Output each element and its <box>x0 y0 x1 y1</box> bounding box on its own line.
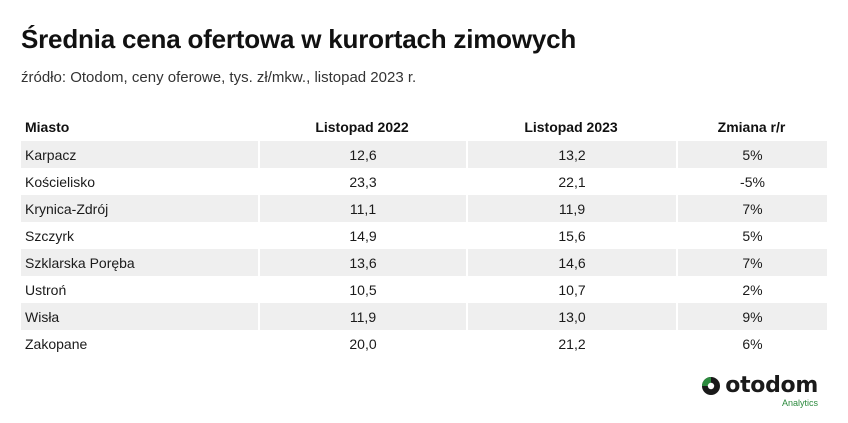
cell-2023: 22,1 <box>466 168 676 195</box>
cell-2022: 10,5 <box>258 276 466 303</box>
table-row: Krynica-Zdrój 11,1 11,9 7% <box>21 195 827 222</box>
cell-2023: 21,2 <box>466 330 676 357</box>
table-row: Zakopane 20,0 21,2 6% <box>21 330 827 357</box>
cell-change: 9% <box>676 303 827 330</box>
header-2023: Listopad 2023 <box>524 119 618 135</box>
header-city: Miasto <box>25 119 70 135</box>
cell-2022: 11,1 <box>258 195 466 222</box>
table-row: Ustroń 10,5 10,7 2% <box>21 276 827 303</box>
logo-wordmark: otodom <box>725 373 818 398</box>
cell-2022: 20,0 <box>258 330 466 357</box>
cell-2023: 15,6 <box>466 222 676 249</box>
otodom-logo: otodom <box>701 374 818 398</box>
table-row: Kościelisko 23,3 22,1 -5% <box>21 168 827 195</box>
cell-2022: 11,9 <box>258 303 466 330</box>
table-row: Szklarska Poręba 13,6 14,6 7% <box>21 249 827 276</box>
cell-change: 2% <box>676 276 827 303</box>
table-body: Karpacz 12,6 13,2 5% Kościelisko 23,3 22,1 -5% K… <box>21 141 827 357</box>
cell-change: 7% <box>676 195 827 222</box>
chart-title: Średnia cena ofertowa w kurortach zimowy… <box>21 24 577 54</box>
logo-subtitle: Analytics <box>781 398 818 408</box>
header-2022: Listopad 2022 <box>315 119 409 135</box>
table-row: Karpacz 12,6 13,2 5% <box>21 141 827 168</box>
cell-city: Zakopane <box>25 335 88 352</box>
cell-2022: 23,3 <box>258 168 466 195</box>
cell-2023: 11,9 <box>466 195 676 222</box>
otodom-logo-icon <box>702 377 721 395</box>
table-row: Wisła 11,9 13,0 9% <box>21 303 827 330</box>
cell-city: Szczyrk <box>25 227 74 244</box>
cell-change: 5% <box>676 141 827 168</box>
cell-2022: 12,6 <box>258 141 466 168</box>
cell-city: Ustroń <box>25 281 67 298</box>
table-row: Szczyrk 14,9 15,6 5% <box>21 222 827 249</box>
cell-city: Wisła <box>21 303 258 330</box>
cell-change: 7% <box>676 249 827 276</box>
cell-2022: 14,9 <box>258 222 466 249</box>
cell-2023: 10,7 <box>466 276 676 303</box>
cell-change: 6% <box>676 330 827 357</box>
cell-city: Karpacz <box>21 141 258 168</box>
price-table: Miasto Listopad 2022 Listopad 2023 Zmian… <box>21 113 827 357</box>
cell-city: Szklarska Poręba <box>21 249 258 276</box>
cell-2022: 13,6 <box>258 249 466 276</box>
cell-2023: 13,0 <box>466 303 676 330</box>
cell-city: Kościelisko <box>25 173 96 190</box>
header-change: Zmiana r/r <box>717 119 786 135</box>
cell-2023: 13,2 <box>466 141 676 168</box>
cell-change: -5% <box>676 168 827 195</box>
cell-change: 5% <box>676 222 827 249</box>
cell-2023: 14,6 <box>466 249 676 276</box>
chart-subtitle: źródło: Otodom, ceny oferowe, tys. zł/mk… <box>21 69 417 86</box>
table-header-row: Miasto Listopad 2022 Listopad 2023 Zmian… <box>21 113 827 141</box>
cell-city: Krynica-Zdrój <box>21 195 258 222</box>
